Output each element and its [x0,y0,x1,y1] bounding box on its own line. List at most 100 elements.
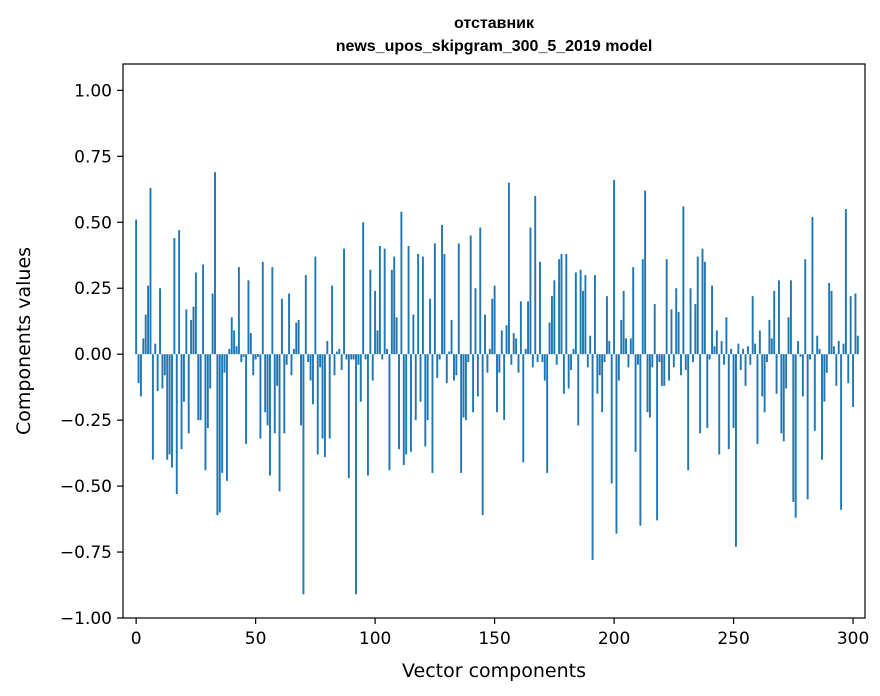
bar-203 [620,319,623,355]
bar-200 [613,180,616,355]
bar-139 [467,354,470,363]
bar-172 [546,354,549,473]
bar-67 [295,322,298,355]
x-tick-label: 300 [837,629,869,649]
bar-12 [163,354,166,376]
bar-285 [816,335,819,355]
bar-263 [763,354,766,413]
y-tick-label: 0.00 [74,345,112,365]
bar-242 [713,346,716,355]
bar-1 [137,354,140,384]
bar-124 [431,354,434,473]
bar-141 [472,354,475,413]
bar-292 [832,346,835,355]
bar-230 [684,354,687,371]
bar-48 [249,333,252,355]
bar-37 [223,354,226,373]
bar-262 [761,354,764,397]
bar-92 [355,354,357,595]
bar-143 [476,354,479,397]
bar-80 [326,341,329,355]
bar-0 [135,219,138,355]
x-axis-ticks: 0 50 100 150 200 250 300 [131,618,869,649]
bar-35 [218,354,221,513]
bar-38 [225,354,228,481]
bar-163 [524,348,527,355]
bar-58 [273,354,276,434]
bar-274 [789,280,792,355]
bar-84 [335,351,338,355]
bar-293 [835,354,838,386]
bar-278 [799,354,802,357]
bar-86 [340,354,343,371]
bar-126 [436,354,439,378]
bar-296 [842,343,845,355]
bar-171 [543,354,546,381]
bar-53 [261,261,264,355]
bar-190 [589,335,592,355]
bar-64 [288,293,291,355]
bar-129 [443,253,446,355]
bar-197 [605,296,608,355]
bar-70 [302,354,305,595]
bar-294 [837,341,840,355]
bar-102 [378,246,381,355]
bar-88 [345,354,348,360]
y-tick-label: −0.50 [60,477,112,497]
bar-231 [687,354,690,471]
bar-105 [386,348,389,355]
bar-205 [625,338,627,355]
bar-140 [469,235,472,355]
bar-32 [211,293,214,355]
bar-259 [754,343,757,355]
bar-5 [147,285,150,355]
bar-24 [192,306,195,355]
bar-219 [658,354,661,363]
y-tick-label: 1.00 [74,81,112,101]
bar-23 [190,319,193,355]
y-tick-label: −1.00 [60,609,112,629]
bar-162 [522,354,525,463]
bar-213 [644,190,647,355]
bar-29 [204,354,207,471]
bar-97 [366,354,369,476]
bar-57 [271,267,274,355]
bar-159 [515,338,518,355]
bar-95 [362,222,365,355]
bar-249 [730,348,733,355]
bar-117 [414,354,417,421]
bar-168 [536,354,539,363]
bar-256 [746,346,749,355]
bar-265 [768,319,771,355]
bar-18 [178,230,181,355]
bar-297 [844,209,847,355]
bar-286 [818,348,821,355]
bar-33 [214,172,216,355]
bar-10 [159,288,161,355]
bar-3 [142,338,145,355]
bar-260 [756,354,759,444]
bar-83 [333,354,336,376]
bar-6 [149,187,152,355]
bar-82 [331,285,334,355]
bar-282 [809,354,811,360]
bar-8 [154,343,157,355]
bar-238 [703,261,706,355]
bar-14 [168,354,171,455]
bar-17 [175,354,178,495]
bar-77 [319,354,322,368]
bar-186 [579,269,582,355]
bar-268 [775,354,778,394]
bar-228 [680,354,682,376]
bar-157 [510,354,513,365]
bar-104 [383,248,386,355]
bar-40 [230,317,233,355]
bar-287 [821,354,823,460]
bar-100 [374,290,377,355]
bar-115 [410,354,412,452]
bar-253 [739,354,742,371]
bar-114 [407,246,410,355]
bar-149 [491,298,494,355]
bar-118 [417,253,420,355]
y-tick-label: 0.75 [74,147,112,167]
